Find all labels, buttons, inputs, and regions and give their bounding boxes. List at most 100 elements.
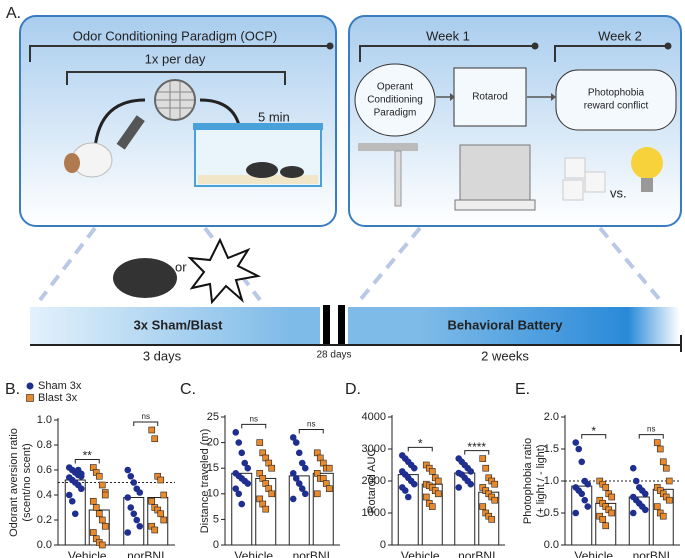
data-point bbox=[428, 503, 436, 510]
y-tick-label: 15 bbox=[207, 462, 219, 474]
data-point bbox=[599, 516, 607, 523]
data-point bbox=[289, 470, 297, 477]
y-tick-label: 0.6 bbox=[37, 464, 52, 476]
data-point bbox=[241, 459, 249, 467]
data-point bbox=[659, 458, 667, 466]
data-point bbox=[578, 458, 586, 466]
legend-label: Blast 3x bbox=[38, 392, 78, 404]
data-point bbox=[148, 497, 156, 505]
data-point bbox=[95, 472, 103, 480]
node-text: Photophobia bbox=[588, 88, 645, 99]
panel-label: D. bbox=[345, 381, 361, 398]
data-point bbox=[98, 541, 106, 549]
data-point bbox=[659, 512, 667, 520]
x-tick-label: Vehicle bbox=[68, 549, 107, 558]
data-point bbox=[268, 490, 276, 498]
x-tick-label: norBNI bbox=[293, 549, 330, 558]
y-tick-label: 0.5 bbox=[544, 507, 559, 519]
y-tick-label: 10 bbox=[207, 488, 219, 500]
significance-bracket bbox=[133, 421, 159, 426]
y-tick-label: 0.2 bbox=[37, 514, 52, 526]
data-point bbox=[488, 516, 496, 523]
data-point bbox=[572, 509, 580, 517]
data-point bbox=[410, 464, 418, 472]
significance-label: ns bbox=[250, 414, 258, 423]
data-point bbox=[262, 505, 270, 513]
bar bbox=[288, 475, 310, 546]
data-point bbox=[629, 509, 637, 517]
node-text: Operant bbox=[377, 82, 413, 93]
y-tick-label: 3000 bbox=[362, 443, 386, 455]
data-point bbox=[292, 475, 300, 482]
bracket bbox=[66, 71, 286, 85]
data-point bbox=[256, 439, 264, 446]
legend-label: Sham 3x bbox=[38, 380, 82, 392]
significance-label: ns bbox=[307, 420, 315, 429]
data-point bbox=[289, 495, 297, 503]
data-point bbox=[148, 426, 156, 434]
charts: B. Odorant aversion ratio (scent/no scent)… bbox=[5, 380, 680, 558]
legend-marker bbox=[26, 382, 34, 390]
y-tick-label: 20 bbox=[207, 437, 219, 449]
y-tick-label: 0.0 bbox=[37, 539, 52, 551]
significance-bracket bbox=[298, 428, 324, 434]
operant-device bbox=[394, 150, 402, 207]
nut bbox=[64, 153, 80, 173]
data-point bbox=[235, 439, 243, 446]
data-point bbox=[653, 439, 661, 446]
data-point bbox=[298, 459, 306, 467]
or: or bbox=[175, 259, 187, 274]
data-point bbox=[455, 484, 463, 491]
data-point bbox=[325, 485, 333, 492]
data-point bbox=[410, 480, 418, 488]
significance-bracket bbox=[638, 434, 664, 439]
y-tick-label: 0.4 bbox=[37, 489, 52, 501]
cube bbox=[584, 171, 606, 193]
dot bbox=[664, 42, 672, 50]
data-point bbox=[608, 509, 616, 517]
data-point bbox=[133, 516, 141, 524]
data-point bbox=[157, 476, 165, 484]
data-point bbox=[482, 464, 490, 472]
data-point bbox=[479, 455, 487, 462]
mouse bbox=[280, 166, 304, 178]
data-point bbox=[95, 510, 103, 518]
timeline bbox=[30, 307, 680, 345]
x-tick-label: Vehicle bbox=[401, 549, 440, 558]
data-point bbox=[632, 477, 640, 485]
y-tick-label: 2000 bbox=[362, 475, 386, 487]
data-point bbox=[101, 522, 109, 530]
data-point bbox=[268, 464, 276, 472]
significance-label: ns bbox=[647, 425, 655, 434]
data-point bbox=[98, 481, 106, 489]
data-point bbox=[130, 479, 138, 486]
data-point bbox=[89, 529, 97, 536]
bar bbox=[312, 472, 334, 546]
y-tick-label: 1.0 bbox=[544, 475, 559, 487]
data-point bbox=[124, 494, 132, 501]
operant-device bbox=[358, 143, 418, 151]
significance-label: ** bbox=[83, 449, 93, 463]
significance-bracket bbox=[74, 459, 100, 464]
y-tick-label: 5 bbox=[213, 513, 219, 525]
panel-label: A. bbox=[6, 5, 21, 22]
data-point bbox=[136, 522, 144, 530]
week-label: Week 1 bbox=[426, 28, 470, 43]
cube bbox=[564, 157, 586, 179]
data-point bbox=[665, 477, 673, 485]
legend-marker bbox=[26, 394, 34, 402]
data-point bbox=[602, 484, 610, 491]
data-point bbox=[404, 493, 412, 501]
data-point bbox=[665, 496, 673, 504]
y-axis-label: Rotarod AUC bbox=[366, 449, 378, 514]
node-text: Rotarod bbox=[472, 92, 508, 103]
x-tick-label: norBNI bbox=[633, 549, 670, 558]
x-tick-label: norBNI bbox=[127, 549, 164, 558]
data-point bbox=[641, 490, 649, 498]
operant-node bbox=[354, 63, 436, 137]
data-point bbox=[602, 522, 610, 530]
cage-lid bbox=[193, 123, 323, 130]
data-point bbox=[467, 480, 475, 488]
y-tick-label: 0 bbox=[380, 539, 386, 551]
data-point bbox=[434, 490, 442, 498]
